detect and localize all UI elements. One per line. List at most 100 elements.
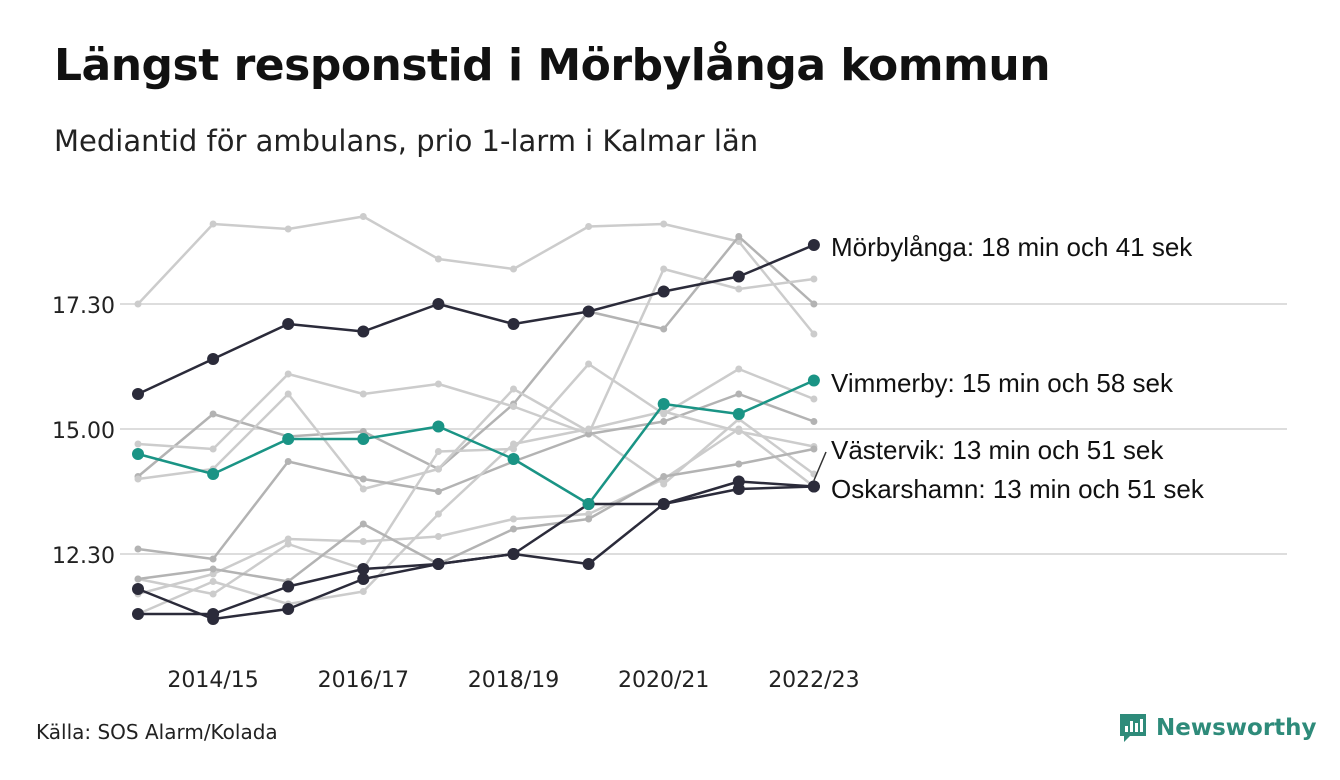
series-morbylanga-point bbox=[582, 305, 595, 318]
background-series-6-point bbox=[209, 590, 217, 598]
series-vimmerby-point bbox=[732, 408, 745, 420]
highlighted-series bbox=[132, 239, 820, 625]
background-series-1-line bbox=[136, 215, 816, 336]
background-series-1-point bbox=[660, 220, 668, 228]
background-series-3-point bbox=[510, 403, 517, 410]
series-vastervik-point bbox=[132, 583, 144, 595]
background-series-9-point bbox=[660, 473, 668, 480]
background-series-7-point bbox=[510, 440, 517, 448]
x-tick-label: 2018/19 bbox=[468, 668, 559, 693]
background-series-7-point bbox=[209, 578, 217, 585]
background-series-9-point bbox=[510, 525, 517, 533]
y-tick-label: 17.30 bbox=[52, 294, 115, 319]
background-series-9-line bbox=[136, 447, 816, 583]
background-series-4-point bbox=[134, 475, 142, 483]
y-tick-label: 12.30 bbox=[52, 544, 115, 569]
label-leader-line bbox=[813, 451, 827, 481]
background-series-9-point bbox=[585, 515, 593, 523]
series-morbylanga-line bbox=[136, 243, 816, 396]
background-series bbox=[134, 213, 818, 618]
background-series-1-point bbox=[359, 213, 367, 220]
background-series-8-point bbox=[359, 538, 367, 545]
series-vimmerby-point bbox=[132, 448, 144, 460]
series-morbylanga-point bbox=[732, 270, 745, 283]
newsworthy-logo-icon bbox=[1120, 714, 1146, 742]
label-vastervik: Västervik: 13 min och 51 sek bbox=[831, 435, 1164, 465]
background-series-4-point bbox=[510, 385, 517, 393]
background-series-6-point bbox=[284, 540, 292, 548]
series-vimmerby-line bbox=[136, 379, 816, 506]
background-series-5 bbox=[134, 390, 818, 563]
background-series-7-line bbox=[136, 410, 816, 616]
series-oskarshamn-point bbox=[582, 558, 595, 570]
x-axis-ticks: 2014/15 2016/17 2018/19 2020/21 2022/23 bbox=[167, 668, 859, 693]
background-series-2-point bbox=[810, 300, 818, 308]
background-series-4-point bbox=[434, 465, 442, 473]
series-oskarshamn-point bbox=[432, 558, 445, 570]
label-vimmerby: Vimmerby: 15 min och 58 sek bbox=[831, 368, 1174, 398]
background-series-8-line bbox=[136, 427, 816, 596]
x-tick-label: 2014/15 bbox=[167, 668, 258, 693]
series-morbylanga-point bbox=[357, 325, 370, 338]
background-series-4-point bbox=[660, 480, 668, 488]
series-vastervik-line bbox=[136, 485, 816, 621]
series-oskarshamn-point bbox=[282, 580, 295, 593]
series-vimmerby-point bbox=[582, 498, 595, 510]
series-vimmerby bbox=[132, 374, 820, 510]
background-series-4-point bbox=[359, 485, 367, 493]
label-oskarshamn: Oskarshamn: 13 min och 51 sek bbox=[831, 474, 1205, 504]
background-series-6-point bbox=[585, 360, 593, 368]
background-series-9-point bbox=[359, 520, 367, 528]
series-oskarshamn bbox=[132, 475, 820, 620]
background-series-2-point bbox=[660, 325, 668, 333]
background-series-1-point bbox=[209, 220, 217, 228]
series-morbylanga bbox=[132, 239, 820, 400]
background-series-1-point bbox=[810, 330, 818, 338]
background-series-7-point bbox=[434, 510, 442, 518]
background-series-3-point bbox=[810, 275, 818, 283]
background-series-4-line bbox=[136, 387, 816, 491]
background-series-1-point bbox=[510, 265, 517, 273]
background-series-8-point bbox=[284, 535, 292, 543]
background-series-5-point bbox=[660, 418, 668, 425]
series-vastervik bbox=[132, 480, 820, 625]
series-morbylanga-point bbox=[507, 318, 520, 330]
series-oskarshamn-point bbox=[207, 608, 220, 620]
background-series-3-point bbox=[735, 285, 743, 293]
gridlines bbox=[120, 303, 1287, 555]
series-vimmerby-point bbox=[357, 433, 370, 445]
background-series-1-point bbox=[134, 300, 142, 308]
background-series-8-point bbox=[585, 510, 593, 518]
background-series-5-point bbox=[810, 418, 818, 425]
series-oskarshamn-point bbox=[132, 608, 144, 620]
x-tick-label: 2016/17 bbox=[318, 668, 409, 693]
background-series-4-point bbox=[284, 390, 292, 398]
series-morbylanga-point bbox=[207, 353, 220, 365]
background-series-5-point bbox=[284, 458, 292, 465]
background-series-5-point bbox=[585, 430, 593, 438]
background-series-7-point bbox=[359, 588, 367, 595]
background-series-6-line bbox=[136, 362, 816, 596]
background-series-1 bbox=[134, 213, 818, 338]
y-axis-ticks: 12.30 15.00 17.30 bbox=[52, 294, 115, 569]
background-series-3-point bbox=[209, 445, 217, 453]
background-series-3-line bbox=[136, 267, 816, 451]
series-oskarshamn-point bbox=[507, 548, 520, 560]
background-series-3-point bbox=[284, 370, 292, 378]
series-morbylanga-point bbox=[132, 388, 144, 400]
background-series-3-point bbox=[359, 390, 367, 398]
chart-subtitle: Mediantid för ambulans, prio 1-larm i Ka… bbox=[54, 124, 759, 158]
chart-title: Längst responstid i Mörbylånga kommun bbox=[54, 40, 1051, 91]
series-labels: Mörbylånga: 18 min och 41 sek Vimmerby: 1… bbox=[813, 232, 1205, 504]
background-series-9-point bbox=[134, 575, 142, 583]
brand-name: Newsworthy bbox=[1156, 715, 1317, 741]
background-series-9-point bbox=[209, 565, 217, 573]
background-series-2-point bbox=[735, 233, 743, 240]
series-oskarshamn-point bbox=[357, 563, 370, 575]
background-series-9-point bbox=[735, 460, 743, 468]
background-series-3-point bbox=[660, 265, 668, 273]
x-tick-label: 2020/21 bbox=[618, 668, 709, 693]
background-series-3-point bbox=[134, 440, 142, 448]
background-series-7 bbox=[134, 408, 818, 618]
